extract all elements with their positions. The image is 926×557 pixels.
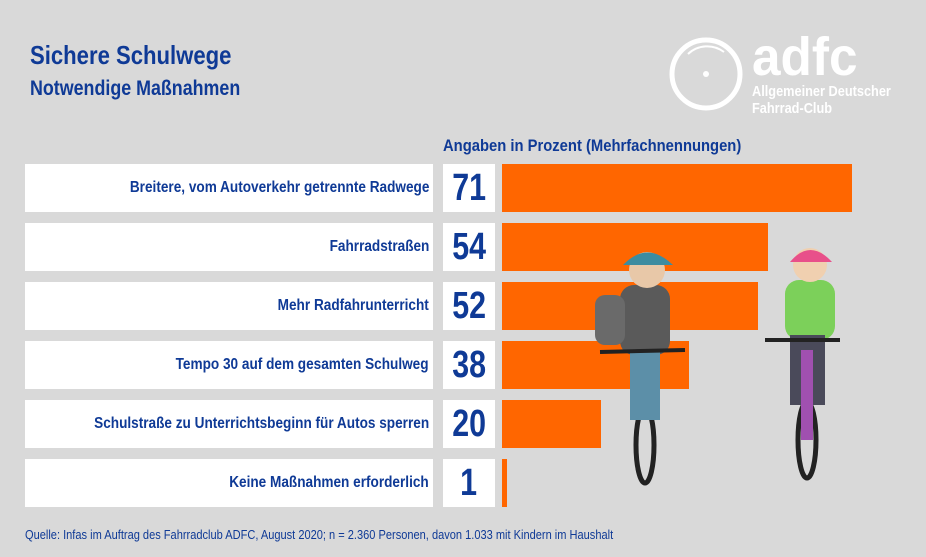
adfc-wheel-logo-icon bbox=[669, 37, 743, 111]
children-on-bikes-illustration bbox=[595, 248, 840, 486]
source-note: Quelle: Infas im Auftrag des Fahrradclub… bbox=[25, 527, 614, 542]
category-label: Breitere, vom Autoverkehr getrennte Radw… bbox=[129, 179, 429, 196]
category-label: Schulstraße zu Unterrichtsbeginn für Aut… bbox=[93, 415, 429, 432]
category-label-box: Keine Maßnahmen erforderlich bbox=[25, 459, 433, 507]
logo-line1: Allgemeiner Deutscher bbox=[752, 83, 891, 100]
bar bbox=[502, 164, 852, 212]
chart-title: Sichere Schulwege bbox=[30, 40, 232, 70]
bar-row: Breitere, vom Autoverkehr getrennte Radw… bbox=[0, 164, 926, 212]
category-label: Mehr Radfahrunterricht bbox=[277, 297, 429, 314]
value-label: 71 bbox=[452, 167, 486, 209]
value-label: 54 bbox=[452, 226, 486, 268]
bar-row: Keine Maßnahmen erforderlich 1 bbox=[0, 459, 926, 507]
bar-row: Schulstraße zu Unterrichtsbeginn für Aut… bbox=[0, 400, 926, 448]
value-label: 20 bbox=[452, 403, 486, 445]
value-label-box: 54 bbox=[443, 223, 495, 271]
category-label: Fahrradstraßen bbox=[329, 238, 429, 255]
bar bbox=[502, 459, 507, 507]
bar-row: Mehr Radfahrunterricht 52 bbox=[0, 282, 926, 330]
chart-subtitle: Notwendige Maßnahmen bbox=[30, 77, 241, 100]
value-label-box: 71 bbox=[443, 164, 495, 212]
value-label-box: 52 bbox=[443, 282, 495, 330]
value-label-box: 38 bbox=[443, 341, 495, 389]
category-label-box: Tempo 30 auf dem gesamten Schulweg bbox=[25, 341, 433, 389]
value-label-box: 1 bbox=[443, 459, 495, 507]
value-label: 1 bbox=[460, 462, 478, 504]
category-label-box: Mehr Radfahrunterricht bbox=[25, 282, 433, 330]
logo-line2: Fahrrad-Club bbox=[752, 100, 833, 117]
category-label-box: Schulstraße zu Unterrichtsbeginn für Aut… bbox=[25, 400, 433, 448]
chart-note: Angaben in Prozent (Mehrfachnennungen) bbox=[443, 136, 742, 155]
bar bbox=[502, 400, 601, 448]
logo-word: adfc bbox=[752, 27, 858, 87]
category-label-box: Breitere, vom Autoverkehr getrennte Radw… bbox=[25, 164, 433, 212]
value-label: 38 bbox=[452, 344, 486, 386]
category-label: Keine Maßnahmen erforderlich bbox=[229, 474, 429, 491]
category-label-box: Fahrradstraßen bbox=[25, 223, 433, 271]
category-label: Tempo 30 auf dem gesamten Schulweg bbox=[176, 356, 429, 373]
bar-row: Tempo 30 auf dem gesamten Schulweg 38 bbox=[0, 341, 926, 389]
value-label-box: 20 bbox=[443, 400, 495, 448]
value-label: 52 bbox=[452, 285, 486, 327]
